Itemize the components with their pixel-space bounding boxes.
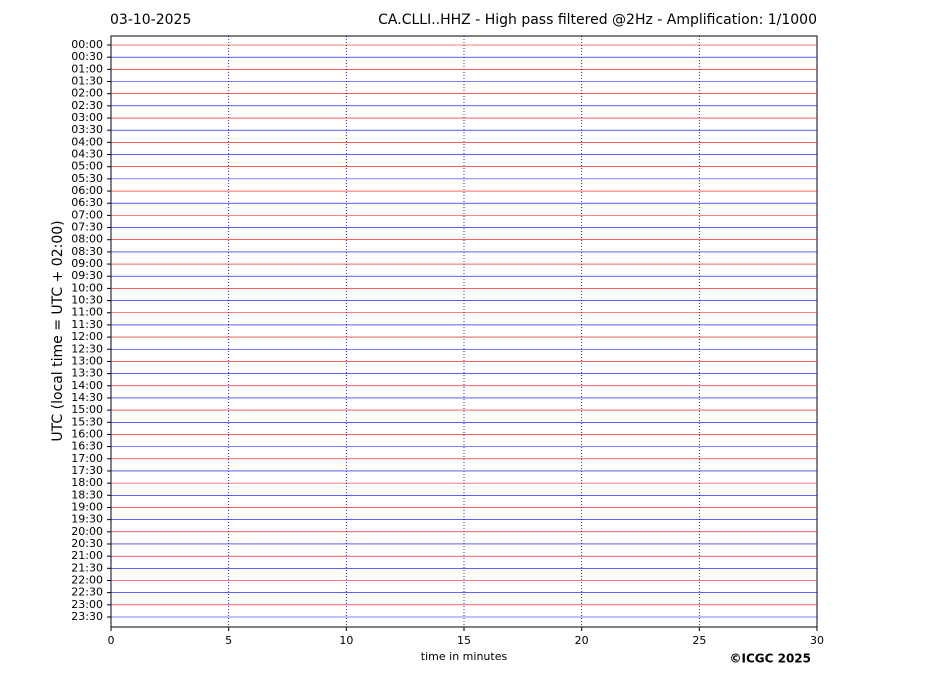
y-tick-label: 10:00 — [71, 281, 103, 294]
y-tick-label: 18:00 — [71, 476, 103, 489]
y-tick-label: 04:00 — [71, 135, 103, 148]
y-tick-label: 15:00 — [71, 403, 103, 416]
y-tick-label: 21:30 — [71, 561, 103, 574]
y-tick-label: 02:00 — [71, 87, 103, 100]
y-tick-label: 00:00 — [71, 38, 103, 51]
y-tick-label: 01:00 — [71, 62, 103, 75]
x-tick-label: 15 — [457, 634, 471, 647]
y-axis-label: UTC (local time = UTC + 02:00) — [50, 220, 66, 441]
y-tick-label: 04:30 — [71, 148, 103, 161]
y-tick-label: 03:00 — [71, 111, 103, 124]
x-tick-label: 5 — [225, 634, 232, 647]
y-tick-label: 14:30 — [71, 391, 103, 404]
y-tick-label: 03:30 — [71, 123, 103, 136]
y-tick-label: 17:00 — [71, 452, 103, 465]
y-tick-label: 18:30 — [71, 488, 103, 501]
y-tick-label: 10:30 — [71, 294, 103, 307]
y-tick-label: 09:00 — [71, 257, 103, 270]
x-tick-label: 30 — [810, 634, 824, 647]
y-tick-label: 07:00 — [71, 208, 103, 221]
y-tick-label: 09:30 — [71, 269, 103, 282]
y-tick-label: 08:00 — [71, 233, 103, 246]
credit: ©ICGC 2025 — [729, 652, 811, 666]
y-tick-label: 06:00 — [71, 184, 103, 197]
y-tick-label: 13:00 — [71, 354, 103, 367]
y-tick-label: 06:30 — [71, 196, 103, 209]
y-tick-label: 23:00 — [71, 598, 103, 611]
y-tick-label: 19:30 — [71, 513, 103, 526]
y-tick-label: 12:00 — [71, 330, 103, 343]
x-tick-label: 10 — [339, 634, 353, 647]
y-tick-label: 05:30 — [71, 172, 103, 185]
y-tick-label: 12:30 — [71, 342, 103, 355]
chart-date: 03-10-2025 — [110, 12, 191, 28]
chart-title: CA.CLLI..HHZ - High pass filtered @2Hz -… — [378, 12, 817, 28]
y-tick-label: 08:30 — [71, 245, 103, 258]
plot-frame — [110, 35, 818, 628]
y-tick-label: 05:00 — [71, 160, 103, 173]
y-tick-label: 11:00 — [71, 306, 103, 319]
x-tick-label: 0 — [108, 634, 115, 647]
x-axis-label: time in minutes — [421, 650, 508, 663]
y-tick-label: 16:00 — [71, 427, 103, 440]
y-tick-label: 19:00 — [71, 500, 103, 513]
y-tick-label: 00:30 — [71, 50, 103, 63]
x-tick-label: 20 — [575, 634, 589, 647]
y-tick-label: 15:30 — [71, 415, 103, 428]
y-tick-label: 01:30 — [71, 75, 103, 88]
y-tick-label: 17:30 — [71, 464, 103, 477]
y-tick-label: 22:00 — [71, 573, 103, 586]
y-tick-label: 21:00 — [71, 549, 103, 562]
x-tick-label: 25 — [692, 634, 706, 647]
y-tick-label: 13:30 — [71, 367, 103, 380]
y-tick-label: 11:30 — [71, 318, 103, 331]
y-tick-label: 20:00 — [71, 525, 103, 538]
y-tick-label: 07:30 — [71, 221, 103, 234]
y-tick-label: 16:30 — [71, 440, 103, 453]
y-tick-label: 20:30 — [71, 537, 103, 550]
y-tick-label: 22:30 — [71, 586, 103, 599]
y-tick-label: 14:00 — [71, 379, 103, 392]
y-tick-label: 02:30 — [71, 99, 103, 112]
y-tick-label: 23:30 — [71, 610, 103, 623]
